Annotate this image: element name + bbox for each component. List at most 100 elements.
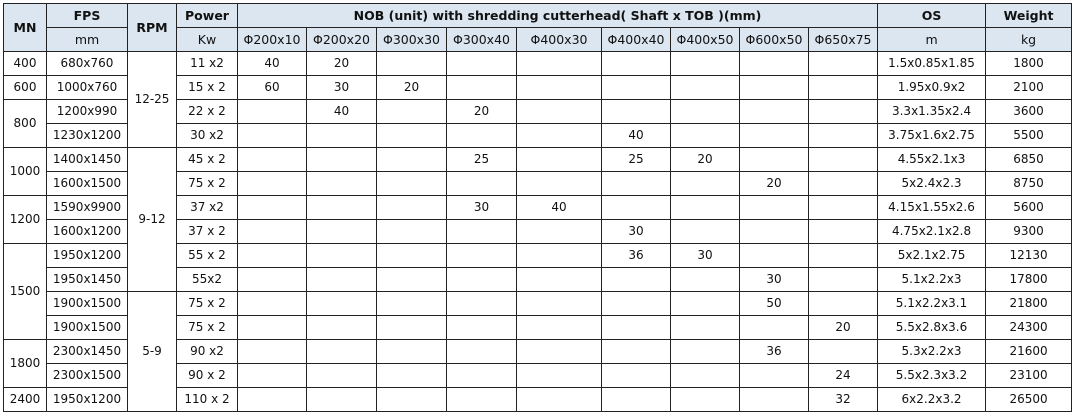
cell-nob	[807, 219, 879, 244]
cell-nob: 40	[516, 195, 602, 220]
cell-nob	[807, 171, 879, 196]
cell-nob: 24	[807, 363, 879, 388]
cell-nob	[670, 387, 740, 412]
cell-os: 5.5x2.8x3.6	[877, 315, 987, 340]
cell-nob: 20	[739, 171, 809, 196]
cell-os: 3.75x1.6x2.75	[877, 123, 987, 148]
cell-weight: 23100	[985, 363, 1073, 388]
header-weight: Weight	[985, 3, 1073, 28]
cell-nob	[670, 363, 740, 388]
cell-nob	[237, 339, 307, 364]
header-weight-unit: kg	[985, 27, 1073, 52]
cell-nob	[306, 219, 377, 244]
cell-power: 30 x2	[176, 123, 238, 148]
cell-nob	[670, 219, 740, 244]
cell-nob	[237, 99, 307, 124]
cell-nob	[376, 363, 447, 388]
cell-nob	[739, 147, 809, 172]
cell-nob: 30	[306, 75, 377, 100]
cell-nob	[739, 315, 809, 340]
cell-nob: 36	[739, 339, 809, 364]
cell-nob	[446, 123, 517, 148]
cell-nob: 20	[306, 51, 377, 76]
cell-nob	[376, 291, 447, 316]
cell-nob	[670, 291, 740, 316]
cell-nob	[739, 99, 809, 124]
header-nob-column: Φ400x40	[601, 27, 671, 52]
cell-nob	[376, 99, 447, 124]
cell-nob	[376, 195, 447, 220]
cell-nob: 36	[601, 243, 671, 268]
cell-nob	[601, 363, 671, 388]
cell-power: 75 x 2	[176, 291, 238, 316]
cell-rpm: 5-9	[127, 291, 177, 412]
cell-os: 3.3x1.35x2.4	[877, 99, 987, 124]
header-nob-column: Φ400x30	[516, 27, 602, 52]
cell-nob	[601, 387, 671, 412]
table-row: 1900x1500 5-9 75 x 2 50 5.1x2.2x3.1 21800	[4, 291, 1073, 412]
cell-nob	[601, 51, 671, 76]
cell-nob	[807, 51, 879, 76]
cell-fps: 2300x1500	[46, 363, 128, 388]
cell-power: 45 x 2	[176, 147, 238, 172]
cell-fps: 1600x1500	[46, 171, 128, 196]
cell-nob	[739, 387, 809, 412]
table-row: 600 1000x760 15 x 2 60 30 20 1.95x0.9x2 2100	[3, 75, 1073, 100]
cell-nob	[237, 195, 307, 220]
cell-power: 110 x 2	[176, 387, 238, 412]
cell-nob	[739, 51, 809, 76]
cell-nob	[446, 291, 517, 316]
cell-weight: 17800	[985, 267, 1073, 292]
cell-os: 4.75x2.1x2.8	[877, 219, 987, 244]
cell-nob	[306, 147, 377, 172]
cell-nob	[446, 363, 517, 388]
cell-nob	[516, 171, 602, 196]
cell-fps: 1950x1450	[46, 267, 128, 292]
header-fps: FPS	[46, 3, 128, 28]
cell-nob	[807, 195, 879, 220]
cell-nob	[306, 171, 377, 196]
cell-nob	[446, 315, 517, 340]
cell-fps: 1200x990	[46, 99, 128, 124]
cell-fps: 1230x1200	[46, 123, 128, 148]
cell-nob	[516, 219, 602, 244]
cell-power: 90 x 2	[176, 363, 238, 388]
cell-weight: 8750	[985, 171, 1073, 196]
header-nob-column: Φ650x75	[807, 27, 879, 52]
cell-nob	[306, 315, 377, 340]
cell-nob	[376, 219, 447, 244]
cell-nob	[376, 387, 447, 412]
cell-mn: 400	[3, 51, 47, 76]
cell-mn: 1800	[3, 339, 47, 388]
cell-power: 37 x2	[176, 195, 238, 220]
header-power: Power	[176, 3, 238, 28]
cell-weight: 21800	[985, 291, 1073, 316]
cell-os: 5x2.1x2.75	[877, 243, 987, 268]
cell-nob	[446, 267, 517, 292]
table-row: 1600x1200 37 x 2 30 4.75x2.1x2.8 9300	[4, 219, 1073, 244]
cell-nob	[516, 267, 602, 292]
cell-nob	[376, 147, 447, 172]
cell-weight: 1800	[985, 51, 1073, 76]
cell-nob	[739, 123, 809, 148]
cell-fps: 1900x1500	[46, 291, 128, 316]
cell-nob	[446, 339, 517, 364]
cell-nob	[306, 387, 377, 412]
cell-nob	[446, 243, 517, 268]
specs-table: MN FPS RPM Power NOB (unit) with shreddi…	[3, 3, 1073, 412]
cell-nob	[237, 219, 307, 244]
cell-nob: 50	[739, 291, 809, 316]
header-nob-column: Φ300x40	[446, 27, 517, 52]
cell-nob	[306, 339, 377, 364]
cell-fps: 1900x1500	[46, 315, 128, 340]
cell-nob	[516, 99, 602, 124]
cell-nob	[516, 147, 602, 172]
cell-weight: 3600	[985, 99, 1073, 124]
cell-nob	[237, 243, 307, 268]
header-nob-column: Φ600x50	[739, 27, 809, 52]
cell-nob	[807, 147, 879, 172]
table-row: 2300x1500 90 x 2 24 5.5x2.3x3.2 23100	[4, 363, 1073, 388]
cell-nob	[739, 219, 809, 244]
table-row: 800 1200x990 22 x 2 40 20 3.3x1.35x2.4 3600	[3, 99, 1073, 148]
cell-nob: 25	[601, 147, 671, 172]
